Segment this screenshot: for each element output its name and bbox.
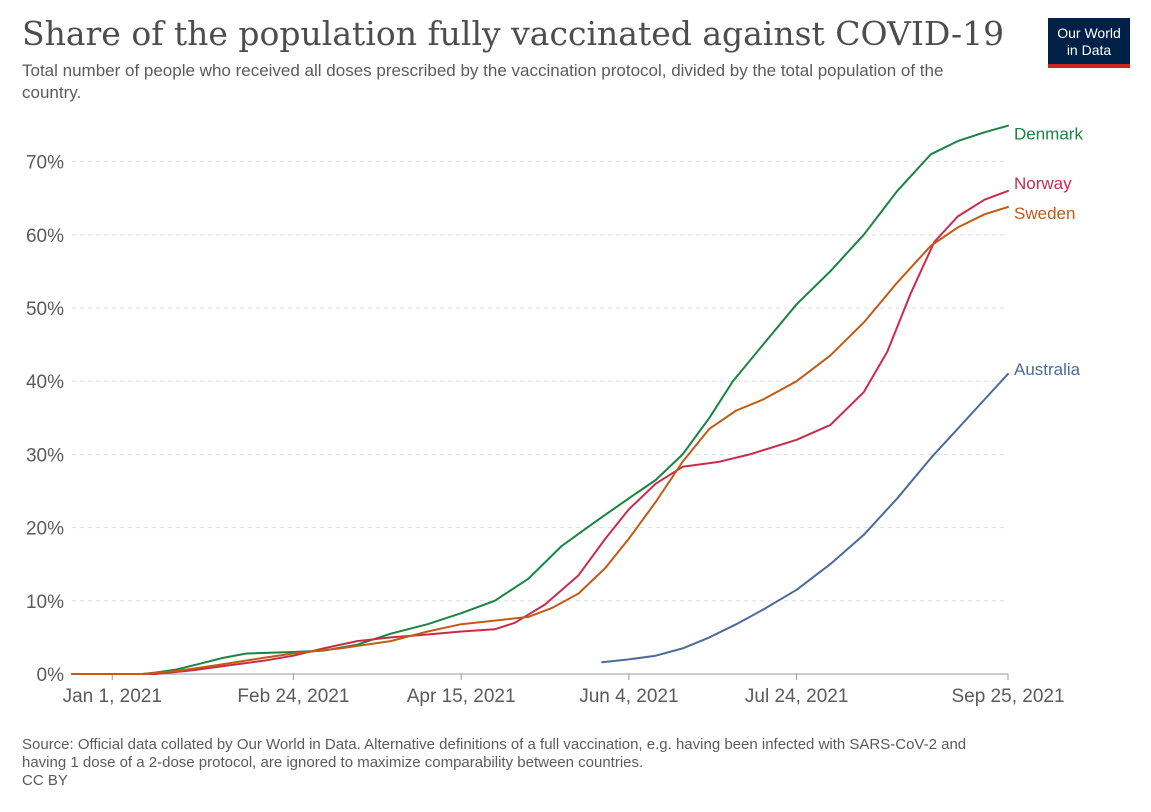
- series-line-norway[interactable]: [71, 189, 1009, 675]
- grid-lines: [72, 161, 1008, 602]
- y-tick-label: 20%: [26, 519, 64, 540]
- series-label-norway: Norway: [1014, 174, 1072, 193]
- y-tick-label: 0%: [37, 665, 65, 686]
- line-chart: Jan 1, 2021 Feb 24, 2021 Apr 15, 2021 Jun 4…: [26, 124, 1083, 707]
- x-tick-label: Jan 1, 2021: [63, 686, 162, 707]
- y-tick-label: 50%: [26, 299, 64, 320]
- x-tick-label: Jun 4, 2021: [579, 686, 678, 707]
- chart-title: Share of the population fully vaccinated…: [22, 14, 1005, 53]
- y-tick-label: 30%: [26, 445, 64, 466]
- x-axis: Jan 1, 2021 Feb 24, 2021 Apr 15, 2021 Jun 4…: [63, 673, 1065, 707]
- chart-subtitle: Total number of people who received all …: [22, 61, 944, 102]
- series-lines: [71, 124, 1009, 675]
- series-label-denmark: Denmark: [1014, 125, 1083, 144]
- x-tick-label: Apr 15, 2021: [407, 686, 516, 707]
- x-tick-label: Feb 24, 2021: [237, 686, 349, 707]
- series-label-australia: Australia: [1014, 360, 1081, 379]
- y-tick-label: 40%: [26, 372, 64, 393]
- y-tick-label: 10%: [26, 592, 64, 613]
- x-tick-label: Jul 24, 2021: [745, 686, 849, 707]
- x-tick-label: Sep 25, 2021: [951, 686, 1064, 707]
- logo-line-2: in Data: [1066, 42, 1112, 58]
- logo-line-1: Our World: [1057, 25, 1121, 41]
- series-line-sweden[interactable]: [71, 206, 1009, 675]
- y-tick-label: 70%: [26, 153, 64, 174]
- source-note-line-2: having 1 dose of a 2-dose protocol, are …: [22, 754, 644, 771]
- series-line-denmark[interactable]: [71, 124, 1009, 675]
- owid-logo[interactable]: Our World in Data: [1048, 18, 1130, 68]
- series-label-sweden: Sweden: [1014, 204, 1075, 223]
- license-note: CC BY: [22, 772, 68, 789]
- series-line-australia[interactable]: [601, 372, 1009, 664]
- source-note-line-1: Source: Official data collated by Our Wo…: [22, 736, 967, 753]
- chart-footer: Source: Official data collated by Our Wo…: [22, 736, 1122, 790]
- y-tick-label: 60%: [26, 226, 64, 247]
- y-axis: 0% 10% 20% 30% 40% 50% 60% 70%: [26, 153, 64, 686]
- series-labels: Denmark Norway Sweden Australia: [1014, 125, 1083, 379]
